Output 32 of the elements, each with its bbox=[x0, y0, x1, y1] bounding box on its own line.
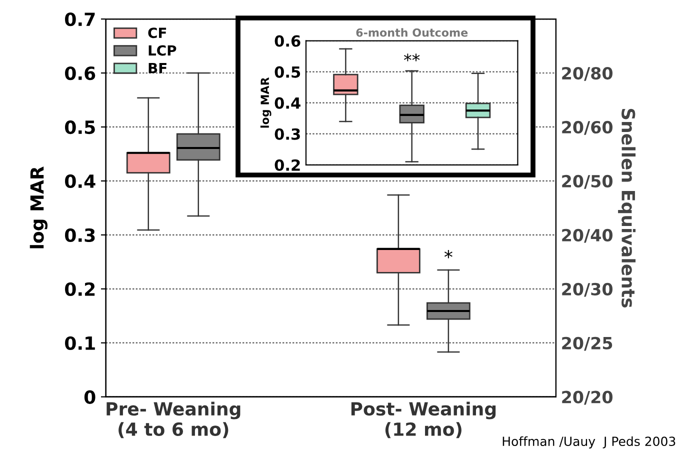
y-tick-label: 0.5 bbox=[65, 120, 95, 134]
chart-title: 6-month Outcome bbox=[356, 28, 468, 37]
y-tick-label: 0 bbox=[84, 390, 96, 404]
y-tick-label: 0.3 bbox=[274, 128, 300, 140]
y-tick-label: 0.2 bbox=[274, 159, 300, 171]
legend-label: LCP bbox=[148, 45, 176, 56]
y-tick-label: 0.4 bbox=[65, 174, 96, 188]
y-axis-title: log MAR bbox=[260, 77, 272, 128]
y-tick-label: 0.2 bbox=[65, 282, 95, 296]
y-tick-label: 0.3 bbox=[65, 228, 95, 242]
category-label: 20/40 bbox=[562, 228, 612, 243]
category-label: 20/20 bbox=[562, 390, 612, 405]
y-axis-title: log MAR bbox=[30, 166, 48, 248]
x-tick-label: Pre- Weaning (4 to 6 mo) bbox=[106, 402, 240, 438]
y-tick-label: 0.6 bbox=[274, 35, 300, 47]
category-label: 20/30 bbox=[562, 282, 612, 297]
annotation: ** bbox=[404, 54, 420, 62]
y-tick-label: 0.4 bbox=[274, 97, 300, 109]
category-label: 20/25 bbox=[562, 336, 612, 351]
y-tick-label: 0.5 bbox=[274, 66, 300, 78]
y-tick-label: 0.7 bbox=[65, 12, 95, 26]
legend-label: CF bbox=[148, 28, 166, 38]
legend-label: BF bbox=[148, 63, 166, 74]
category-label: 20/80 bbox=[562, 66, 612, 81]
y-tick-label: 0.6 bbox=[65, 66, 96, 80]
category-label: 20/50 bbox=[562, 174, 612, 189]
y2-axis-title: Snellen Equivalents bbox=[618, 108, 636, 308]
text: Hoffman /Uauy J Peds 2003 bbox=[502, 436, 676, 448]
annotation: * bbox=[444, 250, 452, 258]
y-tick-label: 0.1 bbox=[65, 336, 95, 350]
category-label: 20/60 bbox=[562, 120, 612, 135]
x-tick-label: Post- Weaning (12 mo) bbox=[351, 402, 496, 438]
